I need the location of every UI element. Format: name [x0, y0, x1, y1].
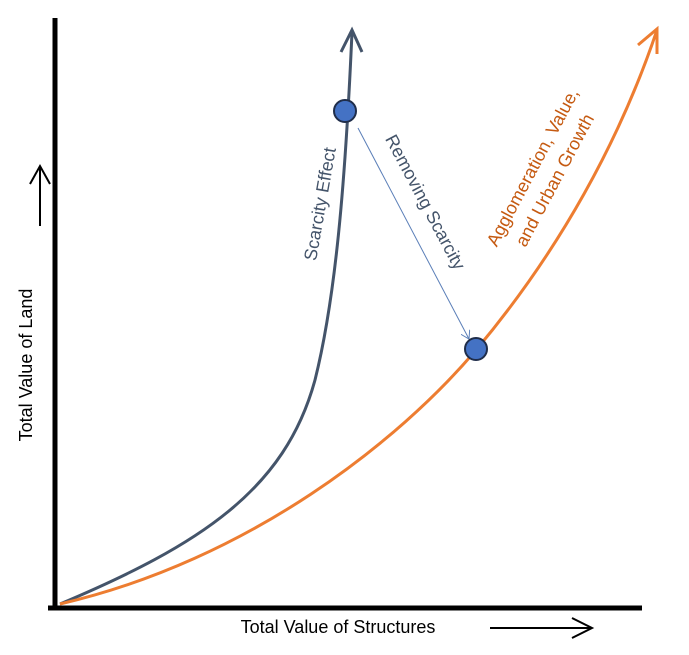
- point: [333, 99, 357, 123]
- transition-label: Removing Scarcity: [381, 131, 469, 273]
- x-direction-arrow: [490, 617, 595, 639]
- curve-label: Scarcity Effect: [300, 146, 340, 262]
- y-axis-label: Total Value of Land: [16, 289, 36, 442]
- transition-arrow: [357, 127, 469, 339]
- y-direction-arrow: [29, 163, 51, 226]
- x-axis-label: Total Value of Structures: [241, 617, 436, 637]
- growth-arrowhead: [637, 25, 659, 54]
- point: [464, 337, 488, 361]
- scarcity-arrowhead: [339, 26, 364, 53]
- scarcity-curve: [59, 31, 354, 606]
